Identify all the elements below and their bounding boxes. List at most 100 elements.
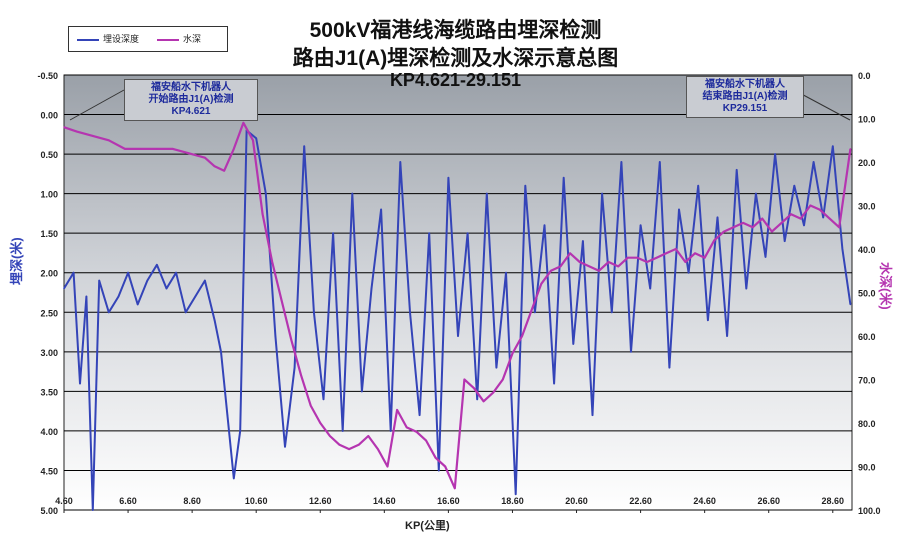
legend-label-burial: 埋设深度: [103, 34, 140, 44]
data-point-burial-depth: [591, 414, 594, 416]
legend-swatch-burial: [77, 38, 99, 41]
y-tick-label-right: 20.0: [858, 158, 876, 168]
data-point-burial-depth: [303, 145, 306, 147]
x-tick-label: 26.60: [757, 496, 780, 506]
data-point-burial-depth: [72, 271, 75, 274]
data-point-water-depth: [271, 261, 274, 263]
data-point-burial-depth: [85, 295, 88, 298]
data-point-burial-depth: [476, 398, 479, 401]
data-point-water-depth: [300, 374, 302, 376]
data-point-water-depth: [521, 335, 523, 337]
data-point-burial-depth: [322, 398, 325, 401]
x-tick-label: 14.60: [373, 496, 396, 506]
data-point-water-depth: [511, 352, 514, 355]
y-tick-label-right: 30.0: [858, 202, 876, 212]
y-tick-label-left: 4.00: [40, 427, 58, 437]
y-tick-label-right: 10.0: [858, 115, 876, 125]
y-tick-label-right: 60.0: [858, 332, 876, 342]
legend-item-water: 水深: [157, 32, 201, 45]
data-point-burial-depth: [803, 224, 805, 227]
data-point-burial-depth: [745, 287, 748, 290]
data-point-water-depth: [598, 270, 600, 272]
series-line-burial-depth: [63, 129, 852, 511]
x-axis-label: KP(公里): [405, 520, 450, 532]
data-point-water-depth: [684, 261, 687, 263]
data-point-burial-depth: [457, 335, 459, 337]
data-point-burial-depth: [582, 240, 584, 242]
end-note-line-3: KP29.151: [722, 103, 768, 114]
data-point-water-depth: [751, 226, 754, 229]
data-point-water-depth: [540, 283, 543, 285]
data-point-burial-depth: [514, 493, 517, 496]
data-point-burial-depth: [156, 264, 158, 266]
data-point-water-depth: [627, 256, 629, 259]
data-point-water-depth: [76, 130, 78, 133]
data-point-burial-depth: [697, 184, 699, 187]
start-note-line-1: 福安船水下机器人: [151, 82, 231, 93]
data-point-burial-depth: [601, 192, 603, 195]
data-point-burial-depth: [438, 469, 440, 472]
data-point-burial-depth: [687, 271, 690, 274]
y-tick-label-right: 0.0: [858, 71, 871, 81]
data-point-water-depth: [655, 256, 658, 259]
data-point-water-depth: [703, 256, 706, 259]
x-tick-label: 24.60: [693, 496, 716, 506]
x-tick-label: 8.60: [183, 496, 201, 506]
data-point-burial-depth: [707, 319, 709, 322]
x-tick-label: 6.60: [119, 496, 137, 506]
data-point-water-depth: [569, 252, 571, 255]
x-tick-label: 18.60: [501, 496, 524, 506]
data-point-water-depth: [223, 169, 225, 172]
data-point-burial-depth: [204, 279, 206, 282]
data-point-burial-depth: [543, 224, 546, 227]
data-point-burial-depth: [184, 311, 187, 314]
end-note-line-1: 福安船水下机器人: [705, 79, 785, 90]
data-point-water-depth: [367, 435, 370, 437]
data-point-water-depth: [646, 261, 648, 263]
data-point-burial-depth: [79, 382, 81, 385]
data-point-burial-depth: [265, 192, 267, 195]
y-tick-label-left: 2.50: [40, 308, 58, 318]
x-tick-label: 20.60: [565, 496, 588, 506]
data-point-burial-depth: [735, 169, 738, 171]
data-point-water-depth: [502, 378, 504, 381]
y-tick-label-left: 1.00: [40, 190, 58, 200]
data-point-burial-depth: [726, 335, 728, 337]
data-point-water-depth: [454, 487, 456, 490]
data-point-water-depth: [578, 261, 581, 263]
data-point-burial-depth: [466, 232, 469, 234]
data-point-burial-depth: [165, 287, 168, 290]
x-tick-label: 28.60: [822, 496, 845, 506]
data-point-burial-depth: [389, 430, 392, 432]
start-note-line-2: 开始路由J1(A)检测: [148, 94, 234, 105]
y-tick-label-right: 40.0: [858, 245, 876, 255]
data-point-burial-depth: [418, 414, 421, 416]
data-point-water-depth: [790, 213, 792, 215]
data-point-burial-depth: [495, 366, 498, 369]
data-point-burial-depth: [313, 311, 315, 314]
data-point-water-depth: [357, 444, 360, 446]
end-note-line-2: 结束路由J1(A)检测: [702, 91, 788, 102]
chart-title-line-2: 路由J1(A)埋深检测及水深示意总图: [292, 47, 619, 70]
data-point-water-depth: [405, 426, 408, 429]
data-point-water-depth: [140, 148, 142, 150]
data-point-water-depth: [771, 230, 773, 233]
data-point-water-depth: [636, 256, 639, 259]
data-point-burial-depth: [226, 414, 229, 416]
x-tick-label: 10.60: [245, 496, 268, 506]
data-point-water-depth: [742, 222, 744, 224]
data-point-burial-depth: [341, 430, 344, 432]
data-point-burial-depth: [678, 208, 680, 211]
data-point-burial-depth: [108, 311, 110, 314]
plot-area: [63, 74, 853, 511]
data-point-water-depth: [204, 156, 206, 159]
data-point-water-depth: [463, 378, 466, 381]
data-point-water-depth: [588, 265, 591, 268]
data-point-burial-depth: [611, 311, 613, 314]
data-point-water-depth: [617, 265, 619, 268]
data-point-water-depth: [281, 300, 283, 303]
data-point-burial-depth: [553, 382, 555, 385]
data-point-water-depth: [63, 126, 65, 128]
data-point-water-depth: [732, 226, 735, 229]
